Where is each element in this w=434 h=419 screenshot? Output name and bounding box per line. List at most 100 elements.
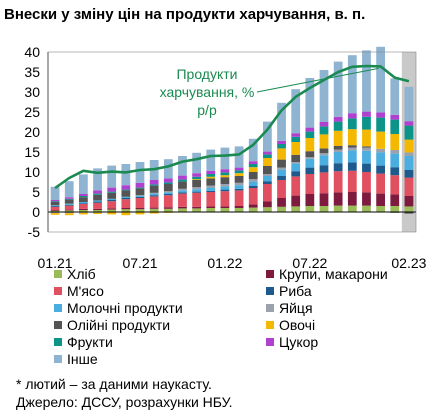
chart-title: Внески у зміну цін на продукти харчуванн… xyxy=(4,6,366,23)
bar-segment xyxy=(333,192,343,206)
bar-segment xyxy=(220,147,230,170)
bar-segment xyxy=(277,102,286,141)
bar-segment xyxy=(163,159,173,179)
bar-segment xyxy=(347,145,357,148)
bar-segment xyxy=(93,210,102,212)
bar-segment xyxy=(234,185,244,189)
bar-segment xyxy=(206,192,216,207)
bar-segment xyxy=(107,212,117,215)
legend-item-fish: Риба xyxy=(266,283,312,299)
bar-segment xyxy=(248,186,258,188)
bar-segment xyxy=(347,147,357,151)
bar-segment xyxy=(390,206,400,212)
bar-segment xyxy=(149,193,159,196)
bar-segment xyxy=(291,142,301,155)
bar-segment xyxy=(50,212,60,214)
bar-segment xyxy=(192,179,202,180)
bar-segment xyxy=(277,206,286,212)
bar-segment xyxy=(291,136,301,142)
bar-segment xyxy=(192,206,202,209)
bar-segment xyxy=(291,89,301,134)
legend-item-cereals: Крупи, макарони xyxy=(266,266,388,282)
bar-segment xyxy=(404,121,414,126)
bar-segment xyxy=(50,205,60,206)
bar-segment xyxy=(121,189,131,191)
bar-segment xyxy=(50,206,60,207)
bar-segment xyxy=(376,206,386,212)
legend-swatch xyxy=(54,338,62,346)
legend-swatch xyxy=(266,338,274,346)
bar-segment xyxy=(192,187,202,190)
bar-segment xyxy=(178,208,187,212)
bar-segment xyxy=(93,201,102,203)
legend-swatch xyxy=(266,270,274,278)
bar-segment xyxy=(135,196,145,198)
bar-segment xyxy=(192,180,202,188)
bar-segment xyxy=(50,210,60,212)
bar-segment xyxy=(178,156,187,176)
bar-segment xyxy=(319,70,329,122)
bar-segment xyxy=(390,175,400,195)
bar-segment xyxy=(347,150,357,163)
bar-segment xyxy=(404,206,414,212)
legend-label: Крупи, макарони xyxy=(279,266,388,282)
bar-segment xyxy=(135,208,145,210)
bar-segment xyxy=(333,146,343,150)
bar-segment xyxy=(107,192,117,199)
legend-label: Риба xyxy=(279,283,312,299)
bar-segment xyxy=(390,134,400,150)
line-annotation-text: харчування, % xyxy=(160,84,255,100)
bar-segment xyxy=(362,147,371,151)
bar-segment xyxy=(107,200,117,202)
bar-segment xyxy=(93,212,102,214)
bar-segment xyxy=(206,188,216,191)
bar-segment xyxy=(220,175,230,178)
bar-segment xyxy=(93,202,102,209)
legend-item-other: Інше xyxy=(54,351,98,367)
bar-segment xyxy=(107,198,117,200)
bar-segment xyxy=(64,212,74,214)
bar-segment xyxy=(262,207,272,212)
bar-segment xyxy=(305,206,315,212)
bar-segment xyxy=(135,212,145,215)
bar-segment xyxy=(376,131,386,149)
y-tick-label: 40 xyxy=(24,44,40,60)
bar-segment xyxy=(163,192,173,194)
bar-segment xyxy=(362,116,371,130)
bar-segment xyxy=(234,176,244,183)
bar-segment xyxy=(291,176,301,196)
bar-segment xyxy=(64,210,74,212)
bar-segment xyxy=(262,121,272,152)
bar-segment xyxy=(50,206,60,210)
bar-segment xyxy=(333,163,343,172)
bar-segment xyxy=(404,139,414,153)
bar-segment xyxy=(362,50,371,112)
bar-segment xyxy=(163,182,173,184)
bar-segment xyxy=(149,192,159,194)
bar-segment xyxy=(163,191,173,193)
bar-segment xyxy=(192,176,202,180)
food-inflation-line xyxy=(54,64,410,190)
bar-segment xyxy=(93,193,102,195)
bar-segment xyxy=(277,144,286,149)
bar-segment xyxy=(149,207,159,209)
bar-segment xyxy=(333,116,343,122)
bar-segment xyxy=(291,206,301,212)
bar-segment xyxy=(305,167,315,174)
bar-segment xyxy=(262,176,272,182)
bar-segment xyxy=(234,182,244,186)
legend-label: М'ясо xyxy=(67,283,104,299)
y-tick-label: 30 xyxy=(24,84,40,100)
bar-segment xyxy=(376,148,386,153)
bar-segment xyxy=(64,213,74,216)
bar-segment xyxy=(319,165,329,173)
bar-segment xyxy=(234,167,244,171)
bar-segment xyxy=(362,150,371,164)
bar-segment xyxy=(135,187,145,189)
bar-segment xyxy=(163,178,173,183)
bar-segment xyxy=(376,165,386,174)
bar-segment xyxy=(192,208,202,212)
bar-segment xyxy=(248,181,258,186)
bar-segment xyxy=(333,149,343,152)
bar-segment xyxy=(333,130,343,146)
